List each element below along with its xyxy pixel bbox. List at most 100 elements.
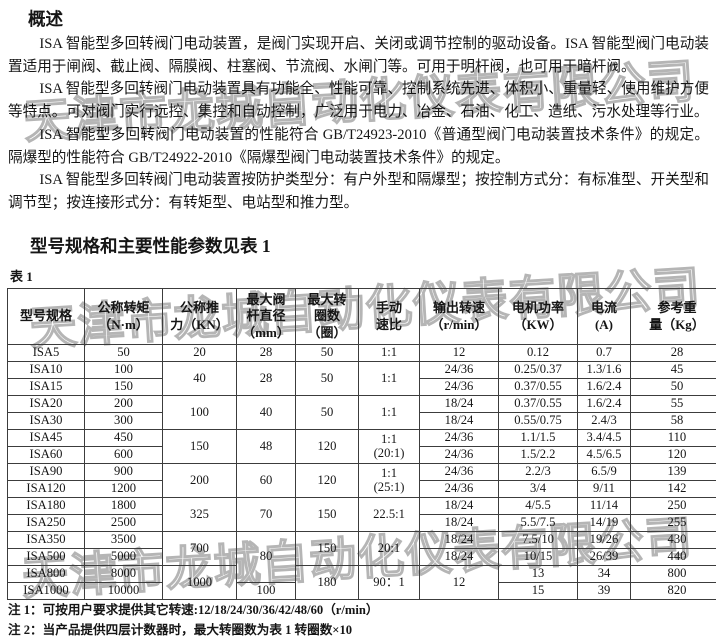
table-cell: 700 [162,531,237,566]
table-cell: 12 [419,565,499,600]
table-row: ISA250 2500 18/24 5.5/7.5 14/19 255 [7,514,716,532]
table-cell: 55 [630,395,716,413]
table-row: ISA350 3500 700 80 150 20:1 18/24 7.5/10 19/26 43… [7,531,716,583]
table-cell: 200 [84,395,163,413]
table-cell: 142 [630,480,716,498]
overview-heading: 概述 [28,9,63,29]
table-cell: 70 [236,497,296,532]
table-cell: 24/36 [419,378,499,396]
table-cell: 1800 [84,497,163,515]
table-cell: 325 [162,497,237,532]
table-cell: 0.12 [498,344,578,362]
table-cell: 50 [295,344,359,362]
table-cell: 18/24 [419,531,499,549]
table-cell: 200 [162,463,237,498]
note: 注 1：可按用户要求提供其它转速:12/18/24/30/36/42/48/60… [8,603,379,617]
table-cell: 15 [498,582,578,600]
model-cell: ISA120 [7,480,85,498]
table-cell: 48 [236,429,296,464]
table-cell: 5.5/7.5 [498,514,578,532]
table-cell: 20 [162,344,237,362]
table-cell: 6.5/9 [577,463,631,481]
table-cell: 50 [630,378,716,396]
table-row: ISA1000 10000 100 15 39 820 [7,582,716,600]
spec-table: 型号规格 公称转矩 （N·m） 公称推 力（KN） 最大阀 杆直径 （mm） 最大转 圈… [7,288,716,600]
table-cell: 1:1 [358,344,420,362]
table-cell: 1.6/2.4 [577,378,631,396]
table-cell: 1.1/1.5 [498,429,578,447]
table-cell: 13 [498,565,578,583]
table-row: ISA30 300 18/24 0.55/0.75 2.4/3 58 [7,412,716,430]
table-cell: 24/36 [419,446,499,464]
table-cell: 18/24 [419,548,499,566]
model-cell: ISA30 [7,412,85,430]
table-cell: 300 [84,412,163,430]
table-cell: 4.5/6.5 [577,446,631,464]
table-cell: 60 [236,463,296,498]
table-cell: 7.5/10 [498,531,578,549]
table-row: ISA10 100 40 28 50 1:1 24/36 0.25/0.37 1.3/1.6 45 [7,361,716,396]
table-cell: 24/36 [419,463,499,481]
table-cell: 45 [630,361,716,379]
table-cell: 9/11 [577,480,631,498]
table-cell: 10000 [84,582,163,600]
table-cell: 50 [295,361,359,396]
table-cell: 28 [630,344,716,362]
paragraph: ISA 智能型多回转阀门电动装置按防护类型分：有户外型和隔爆型；按控制方式分：有… [8,172,709,211]
table-cell: 150 [295,497,359,532]
table-cell: 18/24 [419,395,499,413]
model-cell: ISA10 [7,361,85,379]
table-cell: 120 [630,446,716,464]
table-cell: 39 [577,582,631,600]
model-cell: ISA60 [7,446,85,464]
table-cell: 3/4 [498,480,578,498]
table-cell: 8000 [84,565,163,583]
table-cell: 1.6/2.4 [577,395,631,413]
model-cell: ISA250 [7,514,85,532]
table-cell: 1000 [162,565,237,600]
specs-section-heading: 型号规格和主要性能参数见表 1 [30,236,271,256]
note: 注 2：当产品提供四层计数器时，最大转圈数为表 1 转圈数×10 [8,622,353,637]
table-label: 表 1 [10,269,33,284]
column-header: 电流 (A) [577,288,631,345]
table-cell: 4/5.5 [498,497,578,515]
table-cell: 139 [630,463,716,481]
table-cell: 18/24 [419,497,499,515]
table-cell: 24/36 [419,361,499,379]
table-cell: 12 [419,344,499,362]
model-cell: ISA5 [7,344,85,362]
column-header: 最大转 圈数 （圈） [295,288,359,345]
table-cell: 18/24 [419,514,499,532]
table-cell: 1:1 [358,395,420,430]
table-cell: 20:1 [358,531,420,566]
table-cell: 450 [84,429,163,447]
table-cell: 0.7 [577,344,631,362]
table-cell: 11/14 [577,497,631,515]
table-cell: 820 [630,582,716,600]
table-row: ISA45 450 150 48 120 1:1 (20:1) 24/36 1.1/1.5 3.… [7,429,716,464]
table-cell: 50 [84,344,163,362]
model-cell: ISA800 [7,565,85,583]
table-row: ISA5 50 20 28 50 1:1 12 0.12 0.7 28 [7,344,716,362]
table-cell: 14/19 [577,514,631,532]
table-row: ISA90 900 200 60 120 1:1 (25:1) 24/36 2.2/3 6.5/… [7,463,716,498]
table-cell: 255 [630,514,716,532]
column-header: 公称推 力（KN） [162,288,237,345]
model-cell: ISA15 [7,378,85,396]
table-row: ISA20 200 100 40 50 1:1 18/24 0.37/0.55 1.6/2.4 5… [7,395,716,430]
table-cell: 600 [84,446,163,464]
table-cell: 800 [630,565,716,583]
column-header: 型号规格 [7,288,85,345]
table-cell: 100 [236,582,296,600]
table-cell: 18/24 [419,412,499,430]
table-row: ISA120 1200 24/36 3/4 9/11 142 [7,480,716,498]
model-cell: ISA90 [7,463,85,481]
table-cell: 120 [295,429,359,464]
column-header: 手动 速比 [358,288,420,345]
paragraph: ISA 智能型多回转阀门电动装置的性能符合 GB/T24923-2010《普通型… [8,126,709,166]
table-cell: 40 [162,361,237,396]
table-cell: 150 [295,531,359,566]
table-cell: 24/36 [419,480,499,498]
table-cell: 28 [236,344,296,362]
table-cell: 2.4/3 [577,412,631,430]
